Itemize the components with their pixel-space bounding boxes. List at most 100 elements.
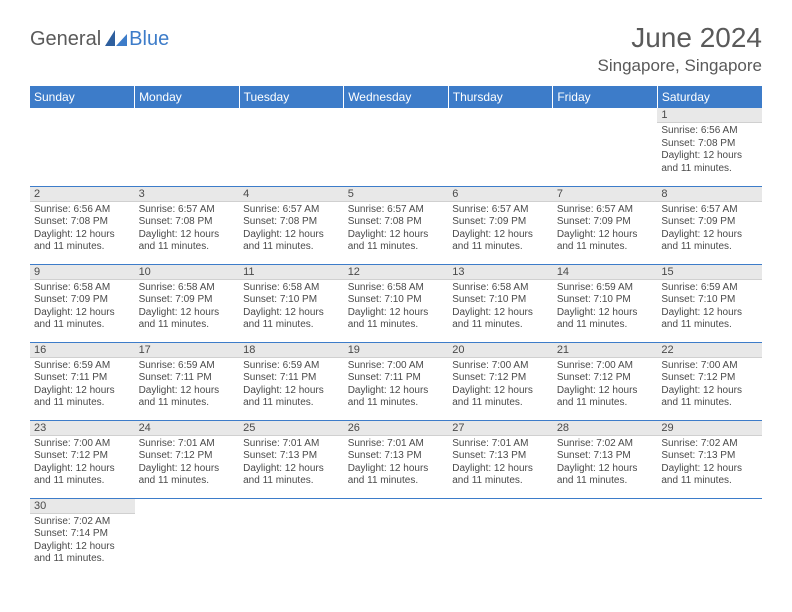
daylight-line-2: and 11 minutes.	[34, 397, 131, 410]
daylight-line-2: and 11 minutes.	[34, 241, 131, 254]
sunrise-line: Sunrise: 7:00 AM	[557, 360, 654, 373]
day-number: 21	[553, 343, 658, 358]
calendar-cell: 26Sunrise: 7:01 AMSunset: 7:13 PMDayligh…	[344, 420, 449, 498]
day-number: 5	[344, 187, 449, 202]
daylight-line-1: Daylight: 12 hours	[661, 463, 758, 476]
day-number: 15	[657, 265, 762, 280]
calendar-row: 9Sunrise: 6:58 AMSunset: 7:09 PMDaylight…	[30, 264, 762, 342]
weekday-header: Monday	[135, 86, 240, 108]
sunrise-line: Sunrise: 6:58 AM	[452, 282, 549, 295]
calendar-page: General Blue June 2024 Singapore, Singap…	[0, 0, 792, 598]
day-number: 3	[135, 187, 240, 202]
calendar-cell: 21Sunrise: 7:00 AMSunset: 7:12 PMDayligh…	[553, 342, 658, 420]
calendar-cell: 25Sunrise: 7:01 AMSunset: 7:13 PMDayligh…	[239, 420, 344, 498]
sail-icon	[105, 30, 127, 46]
day-body: Sunrise: 6:59 AMSunset: 7:10 PMDaylight:…	[553, 280, 658, 334]
sunset-line: Sunset: 7:12 PM	[452, 372, 549, 385]
day-number: 29	[657, 421, 762, 436]
day-body: Sunrise: 6:59 AMSunset: 7:11 PMDaylight:…	[30, 358, 135, 412]
daylight-line-2: and 11 minutes.	[348, 241, 445, 254]
day-number: 24	[135, 421, 240, 436]
daylight-line-2: and 11 minutes.	[452, 319, 549, 332]
daylight-line-1: Daylight: 12 hours	[661, 385, 758, 398]
daylight-line-2: and 11 minutes.	[243, 397, 340, 410]
day-body: Sunrise: 7:00 AMSunset: 7:12 PMDaylight:…	[30, 436, 135, 490]
daylight-line-1: Daylight: 12 hours	[661, 229, 758, 242]
day-body: Sunrise: 7:00 AMSunset: 7:12 PMDaylight:…	[657, 358, 762, 412]
sunrise-line: Sunrise: 6:57 AM	[452, 204, 549, 217]
calendar-cell	[239, 498, 344, 576]
daylight-line-1: Daylight: 12 hours	[452, 229, 549, 242]
day-number: 22	[657, 343, 762, 358]
daylight-line-2: and 11 minutes.	[557, 475, 654, 488]
daylight-line-2: and 11 minutes.	[661, 475, 758, 488]
day-body: Sunrise: 7:01 AMSunset: 7:13 PMDaylight:…	[344, 436, 449, 490]
daylight-line-1: Daylight: 12 hours	[557, 463, 654, 476]
calendar-cell: 3Sunrise: 6:57 AMSunset: 7:08 PMDaylight…	[135, 186, 240, 264]
calendar-cell: 12Sunrise: 6:58 AMSunset: 7:10 PMDayligh…	[344, 264, 449, 342]
day-body: Sunrise: 7:00 AMSunset: 7:12 PMDaylight:…	[448, 358, 553, 412]
sunset-line: Sunset: 7:12 PM	[34, 450, 131, 463]
sunrise-line: Sunrise: 6:59 AM	[243, 360, 340, 373]
title-block: June 2024 Singapore, Singapore	[598, 22, 762, 76]
daylight-line-2: and 11 minutes.	[661, 163, 758, 176]
daylight-line-1: Daylight: 12 hours	[34, 229, 131, 242]
daylight-line-1: Daylight: 12 hours	[243, 463, 340, 476]
daylight-line-2: and 11 minutes.	[348, 397, 445, 410]
sunset-line: Sunset: 7:12 PM	[661, 372, 758, 385]
sunset-line: Sunset: 7:10 PM	[557, 294, 654, 307]
calendar-cell	[135, 498, 240, 576]
daylight-line-2: and 11 minutes.	[243, 475, 340, 488]
daylight-line-1: Daylight: 12 hours	[348, 385, 445, 398]
daylight-line-2: and 11 minutes.	[557, 319, 654, 332]
daylight-line-1: Daylight: 12 hours	[139, 463, 236, 476]
sunset-line: Sunset: 7:13 PM	[661, 450, 758, 463]
calendar-row: 2Sunrise: 6:56 AMSunset: 7:08 PMDaylight…	[30, 186, 762, 264]
day-body: Sunrise: 6:58 AMSunset: 7:10 PMDaylight:…	[344, 280, 449, 334]
daylight-line-1: Daylight: 12 hours	[452, 463, 549, 476]
sunset-line: Sunset: 7:10 PM	[452, 294, 549, 307]
sunset-line: Sunset: 7:10 PM	[243, 294, 340, 307]
sunset-line: Sunset: 7:09 PM	[452, 216, 549, 229]
day-number: 9	[30, 265, 135, 280]
weekday-header: Saturday	[657, 86, 762, 108]
weekday-header-row: SundayMondayTuesdayWednesdayThursdayFrid…	[30, 86, 762, 108]
day-body: Sunrise: 6:57 AMSunset: 7:09 PMDaylight:…	[553, 202, 658, 256]
logo-text-general: General	[30, 28, 101, 51]
weekday-header: Friday	[553, 86, 658, 108]
calendar-cell: 20Sunrise: 7:00 AMSunset: 7:12 PMDayligh…	[448, 342, 553, 420]
sunrise-line: Sunrise: 6:58 AM	[34, 282, 131, 295]
sunset-line: Sunset: 7:12 PM	[139, 450, 236, 463]
calendar-cell: 29Sunrise: 7:02 AMSunset: 7:13 PMDayligh…	[657, 420, 762, 498]
day-body: Sunrise: 7:01 AMSunset: 7:12 PMDaylight:…	[135, 436, 240, 490]
sunset-line: Sunset: 7:11 PM	[34, 372, 131, 385]
daylight-line-1: Daylight: 12 hours	[557, 229, 654, 242]
sunrise-line: Sunrise: 7:01 AM	[452, 438, 549, 451]
sunset-line: Sunset: 7:11 PM	[243, 372, 340, 385]
daylight-line-2: and 11 minutes.	[661, 397, 758, 410]
sunrise-line: Sunrise: 6:58 AM	[243, 282, 340, 295]
sunset-line: Sunset: 7:11 PM	[348, 372, 445, 385]
logo-text-blue: Blue	[129, 28, 169, 51]
sunset-line: Sunset: 7:08 PM	[661, 138, 758, 151]
sunrise-line: Sunrise: 6:56 AM	[34, 204, 131, 217]
calendar-cell: 8Sunrise: 6:57 AMSunset: 7:09 PMDaylight…	[657, 186, 762, 264]
day-body: Sunrise: 6:56 AMSunset: 7:08 PMDaylight:…	[30, 202, 135, 256]
month-title: June 2024	[598, 22, 762, 54]
daylight-line-1: Daylight: 12 hours	[452, 385, 549, 398]
day-number: 8	[657, 187, 762, 202]
sunset-line: Sunset: 7:08 PM	[34, 216, 131, 229]
day-number: 16	[30, 343, 135, 358]
sunrise-line: Sunrise: 7:02 AM	[34, 516, 131, 529]
sunrise-line: Sunrise: 6:57 AM	[348, 204, 445, 217]
day-body: Sunrise: 7:02 AMSunset: 7:14 PMDaylight:…	[30, 514, 135, 568]
daylight-line-1: Daylight: 12 hours	[243, 229, 340, 242]
calendar-cell: 4Sunrise: 6:57 AMSunset: 7:08 PMDaylight…	[239, 186, 344, 264]
day-number: 7	[553, 187, 658, 202]
day-number: 13	[448, 265, 553, 280]
calendar-cell	[553, 498, 658, 576]
location: Singapore, Singapore	[598, 56, 762, 76]
daylight-line-1: Daylight: 12 hours	[243, 307, 340, 320]
daylight-line-1: Daylight: 12 hours	[139, 385, 236, 398]
day-body: Sunrise: 6:57 AMSunset: 7:09 PMDaylight:…	[657, 202, 762, 256]
